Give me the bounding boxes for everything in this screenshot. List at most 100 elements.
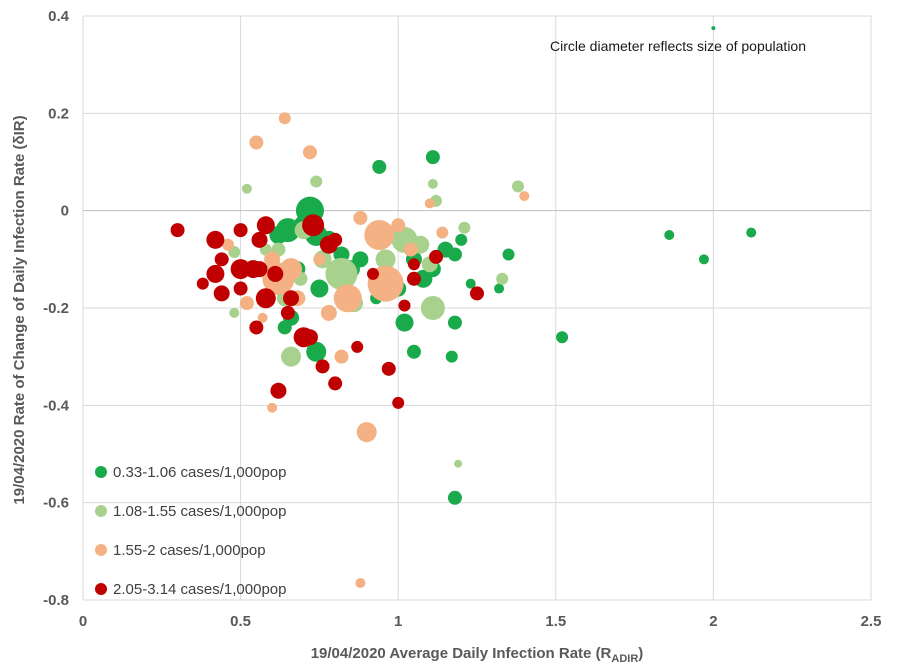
data-point-series-4: [280, 305, 295, 320]
data-point-series-4: [196, 277, 209, 290]
data-point-series-3: [302, 145, 317, 160]
data-point-series-4: [351, 340, 364, 353]
data-point-series-3: [320, 304, 337, 321]
data-point-series-1: [395, 313, 414, 332]
data-point-series-1: [711, 26, 716, 31]
annotation-text: Circle diameter reflects size of populat…: [550, 38, 806, 54]
data-point-series-2: [427, 178, 438, 189]
data-point-series-1: [306, 341, 327, 362]
data-point-series-4: [233, 281, 248, 296]
data-point-series-2: [454, 459, 463, 468]
y-tick-label: 0: [61, 203, 69, 220]
data-point-series-3: [424, 198, 435, 209]
data-points: [170, 26, 757, 588]
data-point-series-4: [206, 230, 225, 249]
data-point-series-2: [229, 307, 240, 318]
data-point-series-1: [445, 350, 458, 363]
data-point-series-4: [429, 249, 444, 264]
y-tick-label: -0.2: [43, 300, 69, 317]
gridlines: [82, 15, 872, 601]
data-point-series-1: [372, 159, 387, 174]
data-point-series-4: [328, 376, 343, 391]
legend-label-series-1: 0.33-1.06 cases/1,000pop: [113, 464, 286, 481]
data-point-series-4: [214, 252, 229, 267]
x-tick-label: 1.5: [545, 613, 566, 630]
data-point-series-2: [420, 296, 445, 320]
data-point-series-2: [310, 175, 323, 188]
data-point-series-1: [502, 248, 515, 261]
data-point-series-4: [302, 214, 325, 237]
y-tick-label: -0.4: [43, 397, 70, 414]
legend-label-series-2: 1.08-1.55 cases/1,000pop: [113, 503, 286, 520]
data-point-series-1: [746, 227, 757, 238]
data-point-series-3: [278, 112, 291, 125]
data-point-series-3: [280, 258, 303, 281]
x-tick-label: 2.5: [861, 613, 882, 630]
y-axis-title: 19/04/2020 Rate of Change of Daily Infec…: [11, 115, 28, 504]
tick-labels: 0 0.5 1 1.5 2 2.5 0.4 0.2 0 -0.2 -0.4 -0.6 -0.8: [43, 8, 881, 630]
data-point-series-4: [170, 223, 185, 238]
legend-label-series-3: 1.55-2 cases/1,000pop: [113, 542, 266, 559]
data-point-series-1: [465, 278, 476, 289]
data-point-series-3: [267, 402, 278, 413]
data-point-series-3: [221, 238, 234, 251]
data-point-series-1: [698, 254, 709, 265]
x-tick-label: 2: [709, 613, 717, 630]
data-point-series-1: [352, 251, 369, 268]
data-point-series-3: [333, 284, 362, 313]
data-point-series-4: [251, 261, 268, 278]
data-point-series-4: [256, 216, 275, 235]
x-axis-title: 19/04/2020 Average Daily Infection Rate …: [311, 645, 644, 665]
data-point-series-4: [392, 396, 405, 409]
data-point-series-3: [391, 218, 406, 233]
data-point-series-1: [664, 230, 675, 240]
y-tick-label: -0.6: [43, 495, 69, 512]
x-tick-label: 0.5: [230, 613, 251, 630]
data-point-series-1: [447, 490, 462, 505]
y-tick-label: 0.4: [48, 8, 70, 25]
data-point-series-3: [249, 135, 264, 150]
data-point-series-3: [436, 226, 449, 239]
y-tick-label: -0.8: [43, 592, 69, 609]
data-point-series-1: [455, 233, 468, 246]
data-point-series-1: [494, 283, 505, 294]
data-point-series-3: [257, 312, 268, 323]
legend-marker-series-2: [95, 505, 107, 517]
data-point-series-3: [264, 251, 281, 268]
data-point-series-4: [407, 258, 420, 271]
data-point-series-4: [470, 286, 484, 301]
data-point-series-2: [511, 180, 524, 193]
data-point-series-3: [334, 349, 349, 364]
data-point-series-4: [255, 288, 276, 309]
data-point-series-3: [353, 210, 368, 225]
data-point-series-4: [249, 320, 264, 335]
data-point-series-2: [281, 346, 302, 367]
data-point-series-4: [301, 329, 318, 346]
data-point-series-4: [381, 361, 396, 376]
legend: 0.33-1.06 cases/1,000pop 1.08-1.55 cases/…: [95, 464, 286, 598]
data-point-series-2: [375, 249, 396, 270]
data-point-series-1: [425, 150, 440, 165]
data-point-series-2: [458, 221, 471, 234]
data-point-series-1: [447, 315, 462, 330]
data-point-series-4: [328, 232, 343, 247]
data-point-series-3: [356, 422, 377, 443]
data-point-series-4: [398, 299, 411, 312]
data-point-series-4: [233, 223, 248, 238]
data-point-series-1: [310, 279, 329, 298]
data-point-series-1: [447, 247, 462, 262]
data-point-series-4: [213, 285, 230, 302]
data-point-series-4: [406, 271, 421, 286]
data-point-series-4: [315, 359, 330, 374]
data-point-series-4: [230, 259, 251, 280]
y-tick-label: 0.2: [48, 105, 69, 122]
data-point-series-1: [406, 344, 421, 359]
legend-marker-series-4: [95, 583, 107, 595]
data-point-series-4: [366, 267, 379, 280]
legend-marker-series-1: [95, 466, 107, 478]
data-point-series-3: [355, 577, 366, 588]
data-point-series-1: [556, 331, 569, 344]
data-point-series-3: [364, 220, 395, 250]
data-point-series-4: [283, 290, 300, 307]
